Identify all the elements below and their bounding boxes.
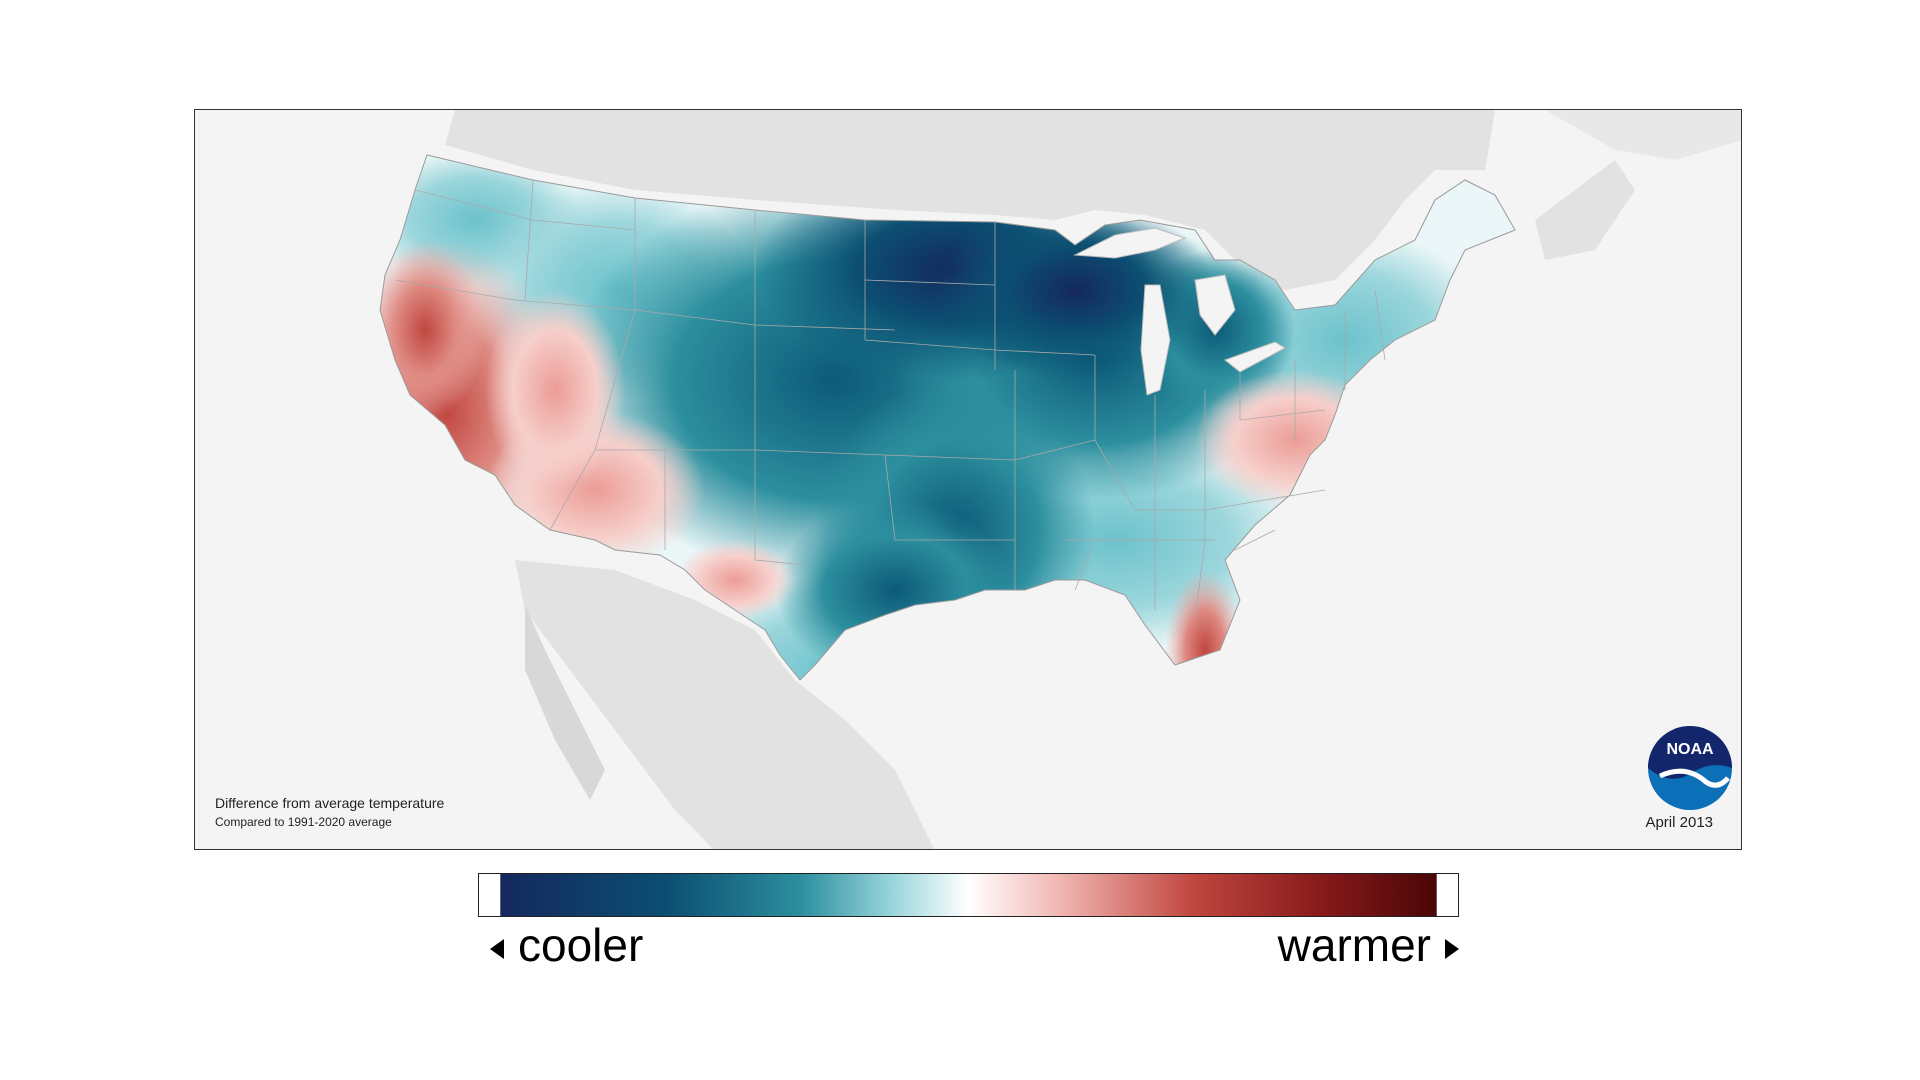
color-legend-bar [478, 873, 1459, 917]
map-caption-subtitle: Compared to 1991-2020 average [215, 815, 392, 829]
noaa-logo-text: NOAA [1666, 741, 1714, 758]
mexico-land [515, 560, 935, 849]
arrow-right-icon [1445, 938, 1459, 959]
map-panel: NOAA Difference from average temperature… [194, 109, 1742, 850]
lake-superior [1073, 227, 1187, 259]
canada-land [445, 110, 1495, 290]
legend-warmer-label: warmer [1277, 919, 1431, 971]
state-boundaries [394, 179, 1386, 621]
lake-huron [1194, 274, 1236, 336]
legend-cooler: cooler [490, 915, 643, 975]
arrow-left-icon [490, 938, 504, 959]
legend-warmer: warmer [1278, 915, 1459, 975]
nova-scotia-land [1535, 160, 1635, 260]
lake-michigan [1140, 284, 1171, 396]
noaa-logo: NOAA [1648, 726, 1732, 810]
us-outline [379, 154, 1516, 681]
map-date-label: April 2013 [1645, 814, 1713, 831]
greenland-land [1545, 110, 1741, 160]
temperature-anomaly-map: NOAA [379, 110, 1741, 849]
baja-land [525, 605, 605, 800]
lake-erie [1223, 341, 1287, 373]
map-caption-title: Difference from average temperature [215, 795, 445, 811]
legend-cooler-label: cooler [518, 919, 644, 971]
